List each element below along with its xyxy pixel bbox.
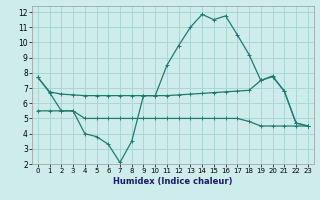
X-axis label: Humidex (Indice chaleur): Humidex (Indice chaleur): [113, 177, 233, 186]
